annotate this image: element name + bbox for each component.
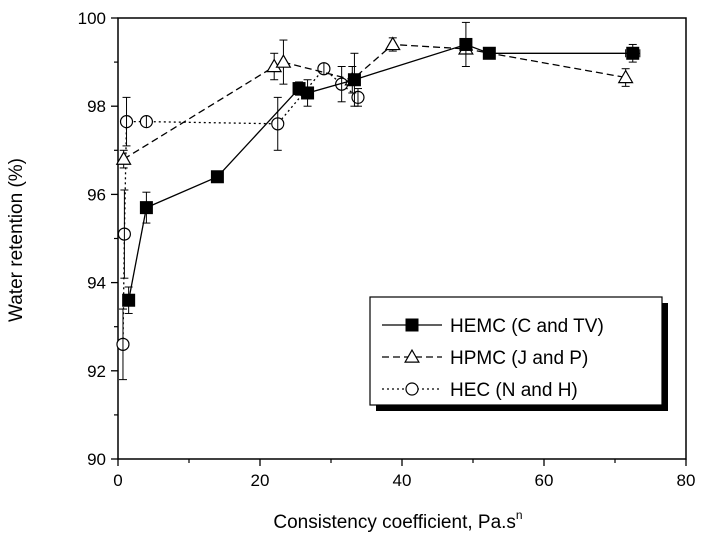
y-tick-label: 98 [87, 97, 106, 116]
marker-filled-square [482, 46, 496, 60]
data-point [459, 21, 473, 68]
y-axis-title: Water retention (%) [6, 158, 27, 322]
y-tick-label: 96 [87, 185, 106, 204]
data-point [116, 308, 130, 381]
legend-label: HPMC (J and P) [450, 348, 588, 369]
x-tick-label: 40 [393, 471, 412, 490]
y-tick-label: 94 [87, 274, 106, 293]
marker-open-triangle [404, 348, 420, 363]
series-layer [115, 21, 641, 381]
legend: HEMC (C and TV) HPMC (J and P) HEC (N and … [369, 296, 668, 411]
legend-label: HEC (N and H) [450, 380, 578, 401]
y-tick-label: 100 [78, 9, 106, 28]
series-line [122, 67, 359, 345]
data-point [117, 189, 131, 279]
data-point [115, 149, 132, 169]
data-point [210, 170, 224, 184]
marker-open-triangle [115, 151, 132, 165]
data-point [617, 68, 634, 87]
marker-filled-square [347, 73, 361, 87]
marker-open-triangle [617, 69, 634, 84]
series-2 [116, 62, 365, 381]
legend-box [369, 296, 663, 406]
legend-label: HEMC (C and TV) [450, 316, 604, 337]
x-tick-label: 20 [251, 471, 270, 490]
marker-filled-square [459, 37, 473, 51]
axis-ticks: 0 20 40 60 80 90 92 94 96 98 100 [78, 9, 696, 490]
x-axis-title: Consistency coefficient, Pa.sn [273, 508, 522, 533]
marker-filled-square [139, 201, 153, 215]
data-point [384, 36, 401, 52]
data-point [271, 96, 285, 151]
series-0 [122, 21, 641, 314]
marker-open-circle [405, 382, 419, 396]
x-tick-label: 60 [535, 471, 554, 490]
marker-filled-square [405, 318, 419, 332]
data-point [625, 43, 641, 63]
data-point [122, 286, 136, 314]
series-line [128, 43, 633, 301]
x-tick-label: 0 [113, 471, 122, 490]
marker-filled-square [626, 46, 640, 60]
data-point [347, 52, 361, 107]
data-point [351, 88, 365, 107]
marker-filled-square [301, 86, 315, 100]
data-point [482, 46, 496, 60]
data-point [139, 115, 153, 129]
series-line [123, 43, 626, 160]
series-1 [115, 36, 634, 169]
marker-open-triangle [384, 36, 401, 51]
data-point [139, 191, 153, 224]
marker-open-triangle [275, 53, 292, 68]
x-axis-title-superscript: n [516, 508, 523, 522]
marker-filled-square [210, 170, 224, 184]
data-point [275, 39, 292, 85]
data-point [119, 96, 134, 147]
y-tick-label: 92 [87, 362, 106, 381]
y-tick-label: 90 [87, 450, 106, 469]
marker-filled-square [122, 293, 136, 307]
data-point [301, 79, 315, 107]
x-tick-label: 80 [677, 471, 696, 490]
